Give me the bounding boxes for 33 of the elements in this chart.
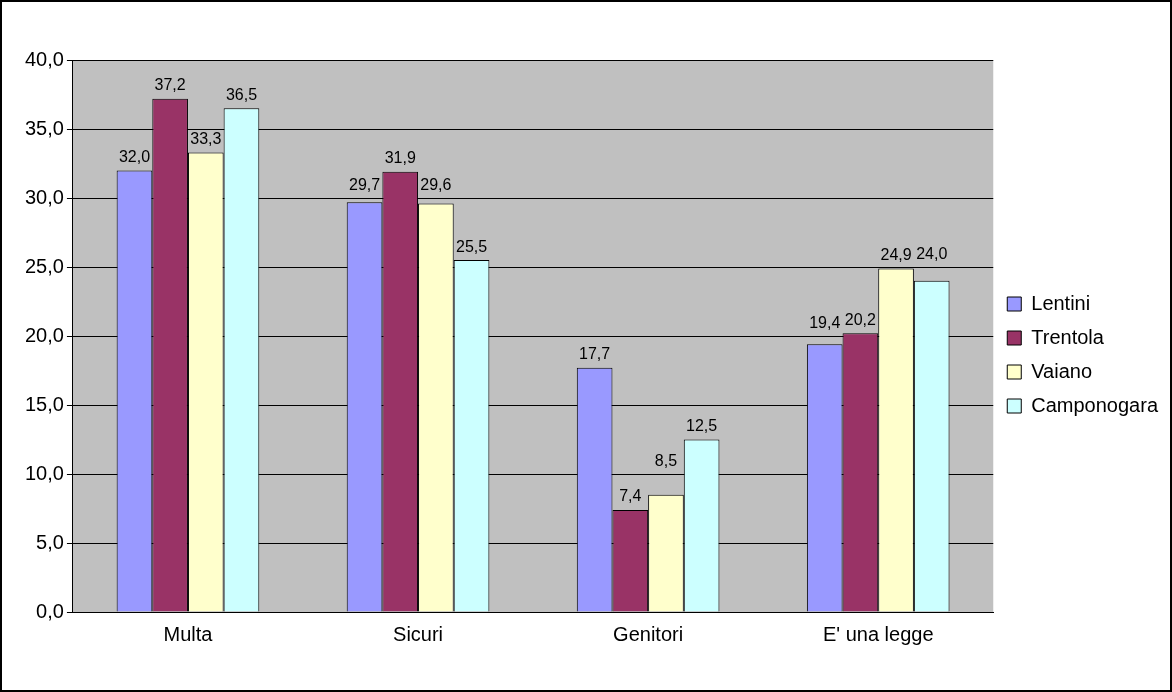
y-tick-label: 35,0: [24, 116, 64, 139]
data-label: 12,5: [686, 416, 718, 434]
x-tick-label: Sicuri: [393, 622, 444, 645]
y-tick-label: 15,0: [24, 392, 64, 415]
data-label: 17,7: [579, 345, 611, 363]
data-label: 24,9: [880, 245, 912, 263]
legend-label: Camponogara: [1031, 393, 1159, 416]
x-tick-label: E' una legge: [822, 622, 934, 645]
y-tick-label: 25,0: [24, 254, 64, 277]
legend-label: Lentini: [1031, 291, 1091, 314]
x-tick-label: Genitori: [613, 622, 684, 645]
data-label: 31,9: [384, 149, 416, 167]
data-label: 25,5: [455, 237, 488, 255]
data-label: 19,4: [809, 314, 841, 332]
y-tick-label: 40,0: [24, 47, 64, 70]
data-label: 7,4: [619, 487, 642, 505]
y-tick-label: 10,0: [24, 461, 64, 484]
data-label: 8,5: [654, 452, 678, 470]
y-tick-label: 30,0: [24, 185, 64, 208]
y-tick-label: 20,0: [24, 323, 64, 346]
legend-label: Vaiano: [1031, 359, 1093, 382]
data-label: 20,2: [844, 310, 877, 328]
data-label: 32,0: [118, 147, 151, 165]
data-label: 29,7: [348, 176, 381, 194]
legend-label: Trentola: [1031, 325, 1105, 348]
y-tick-label: 5,0: [36, 530, 64, 553]
data-label: 24,0: [916, 245, 948, 263]
y-tick-label: 0,0: [36, 599, 64, 622]
data-label: 33,3: [190, 129, 222, 147]
x-tick-label: Multa: [163, 622, 214, 645]
data-label: 37,2: [154, 76, 186, 94]
data-label: 29,6: [420, 176, 452, 194]
data-label: 36,5: [225, 85, 258, 103]
